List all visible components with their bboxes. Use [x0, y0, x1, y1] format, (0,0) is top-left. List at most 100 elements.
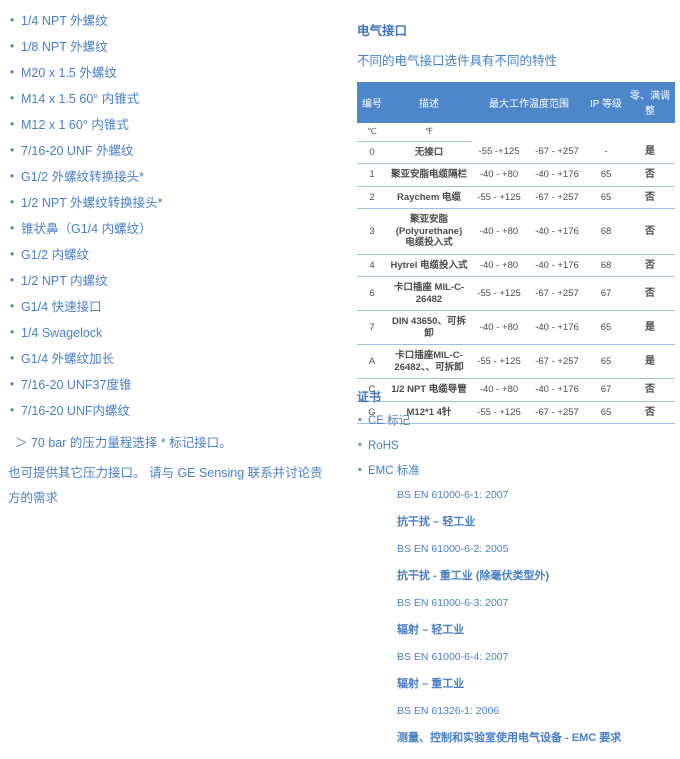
electrical-spec-table: 编号 描述 最大工作温度范围 IP 等级 零、满调整 ℃ ℉ 0 无接口 -55 -… — [357, 82, 675, 424]
th-desc: 描述 — [387, 82, 471, 123]
cell-ip: 68 — [587, 208, 625, 255]
emc-standards-list: BS EN 61000-6-1: 2007 抗干扰 – 轻工业 BS EN 6100… — [357, 489, 675, 745]
table-row: 4 Hytrel 电缆投入式 -40 - +80 -40 - +176 68 否 — [357, 254, 675, 277]
certificate-item: CE 标记 — [357, 413, 675, 428]
pressure-ports-column: 1/4 NPT 外螺纹 1/8 NPT 外螺纹 M20 x 1.5 外螺纹 M14 x… — [8, 13, 338, 511]
cell-temp-f: -67 - +257 — [527, 186, 587, 209]
standard-code: BS EN 61000-6-4: 2007 — [397, 651, 509, 663]
cell-desc: DIN 43650、可拆卸 — [387, 310, 471, 345]
standard-description: 抗干扰 - 重工业 (除毫伏类型外) — [397, 570, 550, 582]
table-row: C 1/2 NPT 电缆导管 -40 - +80 -40 - +176 67 否 — [357, 378, 675, 402]
cell-temp-c: -40 - +80 — [471, 163, 527, 187]
pressure-port-item: 1/4 Swagelock — [8, 325, 338, 341]
pressure-port-item: M14 x 1.5 60° 内锥式 — [8, 91, 338, 107]
cell-temp-c: -55 - +125 — [471, 276, 527, 311]
cell-ip: 65 — [587, 310, 625, 345]
standard-description: 辐射 – 轻工业 — [397, 624, 465, 636]
certificates-list: CE 标记 RoHS EMC 标准 — [357, 413, 675, 478]
certificates-section: 证书 CE 标记 RoHS EMC 标准 BS EN 61000-6-1: 2007… — [357, 388, 675, 759]
cell-temp-f: -40 - +176 — [527, 378, 587, 402]
pressure-port-item: G1/2 外螺纹转换接头* — [8, 169, 338, 185]
standard-description: 辐射 – 重工业 — [397, 678, 465, 690]
certificate-item: EMC 标准 — [357, 463, 675, 478]
table-body: 0 无接口 -55 -+125 -67 - +257- 是 1 聚亚安脂电缆隔栏 -40 - … — [357, 141, 675, 424]
cell-desc: Raychem 电缆 — [387, 186, 471, 209]
pressure-port-item: 锥状鼻（G1/4 内螺纹） — [8, 221, 338, 237]
table-row: 1 聚亚安脂电缆隔栏 -40 - +80 -40 - +176 65 否 — [357, 163, 675, 187]
cell-desc: 无接口 — [387, 141, 471, 164]
certificates-title: 证书 — [357, 390, 382, 404]
cell-id: 6 — [357, 276, 387, 311]
standard-code: BS EN 61000-6-2: 2005 — [397, 543, 509, 555]
table-row: 2 Raychem 电缆 -55 - +125 -67 - +257 65 否 — [357, 186, 675, 209]
table-header: 编号 描述 最大工作温度范围 IP 等级 零、满调整 — [357, 82, 675, 123]
cell-zerospan: 否 — [625, 208, 675, 255]
cell-temp-c: -40 - +80 — [471, 310, 527, 345]
cell-temp-f: -67 - +257 — [527, 141, 587, 164]
cell-desc: 卡口插座 MIL-C-26482 — [387, 276, 471, 311]
table-row: 7 DIN 43650、可拆卸 -40 - +80 -40 - +176 65 是 — [357, 310, 675, 345]
pressure-port-item: 7/16-20 UNF 外螺纹 — [8, 143, 338, 159]
cell-ip: 67 — [587, 276, 625, 311]
cell-zerospan: 是 — [625, 310, 675, 345]
cell-zerospan: 否 — [625, 378, 675, 402]
cell-temp-c: -55 - +125 — [471, 344, 527, 379]
table-row: 6 卡口插座 MIL-C-26482 -55 - +125 -67 - +257 67 否 — [357, 276, 675, 311]
cell-temp-f: -40 - +176 — [527, 254, 587, 277]
pressure-port-item: 1/4 NPT 外螺纹 — [8, 13, 338, 29]
unit-celsius: ℃ — [357, 123, 387, 142]
pressure-port-item: G1/4 快速接口 — [8, 299, 338, 315]
pressure-port-item: M12 x 1 60° 内锥式 — [8, 117, 338, 133]
cell-id: 4 — [357, 254, 387, 277]
section-title-electrical: 电气接口 — [357, 24, 408, 38]
table-header-row: 编号 描述 最大工作温度范围 IP 等级 零、满调整 — [357, 82, 675, 123]
cell-id: 1 — [357, 163, 387, 187]
certificate-item: RoHS — [357, 438, 675, 453]
cell-id: 0 — [357, 141, 387, 164]
cell-temp-c: -55 -+125 — [471, 141, 527, 164]
standard-code: BS EN 61000-6-1: 2007 — [397, 489, 509, 501]
unit-fahrenheit: ℉ — [387, 123, 471, 142]
cell-temp-c: -40 - +80 — [471, 208, 527, 255]
cell-temp-f: -40 - +176 — [527, 208, 587, 255]
th-ip: IP 等级 — [587, 82, 625, 123]
cell-desc: 1/2 NPT 电缆导管 — [387, 378, 471, 402]
cell-temp-c: -40 - +80 — [471, 254, 527, 277]
th-zerospan: 零、满调整 — [625, 82, 675, 123]
pressure-port-item: M20 x 1.5 外螺纹 — [8, 65, 338, 81]
section-subtitle-electrical: 不同的电气接口选件具有不同的特性 — [357, 54, 558, 68]
cell-ip: 65 — [587, 163, 625, 187]
table-units-row: ℃ ℉ — [357, 123, 675, 142]
cell-id: 3 — [357, 208, 387, 255]
cell-zerospan: 是 — [625, 141, 675, 164]
cell-id: C — [357, 378, 387, 402]
pressure-port-item: 7/16-20 UNF37度锥 — [8, 377, 338, 393]
pressure-note-paragraph: 也可提供其它压力接口。 请与 GE Sensing 联系并讨论贵方的需求 — [8, 466, 323, 505]
table-row: 3 聚亚安脂 (Polyurethane) 电缆投入式 -40 - +80 -40 - +… — [357, 208, 675, 255]
cell-ip: 68 — [587, 254, 625, 277]
cell-ip: 65 — [587, 344, 625, 379]
cell-zerospan: 否 — [625, 276, 675, 311]
standard-description: 抗干扰 – 轻工业 — [397, 516, 476, 528]
table-row: A 卡口插座MIL-C-26482、、可拆卸 -55 - +125 -67 - +25… — [357, 344, 675, 379]
table-units-body: ℃ ℉ — [357, 123, 675, 142]
cell-temp-c: -55 - +125 — [471, 186, 527, 209]
table-row: 0 无接口 -55 -+125 -67 - +257- 是 — [357, 141, 675, 164]
electrical-connection-column: 电气接口 不同的电气接口选件具有不同的特性 编号 描述 最大工作温度范围 IP … — [357, 20, 675, 424]
pressure-port-item: 7/16-20 UNF内螺纹 — [8, 403, 338, 419]
pressure-port-item: 1/8 NPT 外螺纹 — [8, 39, 338, 55]
cell-temp-c: -40 - +80 — [471, 378, 527, 402]
th-temp: 最大工作温度范围 — [471, 82, 587, 123]
pressure-port-item: 1/2 NPT 外螺纹转换接头* — [8, 195, 338, 211]
cell-desc: 聚亚安脂电缆隔栏 — [387, 163, 471, 187]
pressure-port-item: G1/2 内螺纹 — [8, 247, 338, 263]
cell-desc: 聚亚安脂 (Polyurethane) 电缆投入式 — [387, 208, 471, 255]
cell-zerospan: 否 — [625, 163, 675, 187]
cell-desc: Hytrel 电缆投入式 — [387, 254, 471, 277]
pressure-note-line: ＞ 70 bar 的压力量程选择 * 标记接口。 — [15, 436, 232, 450]
cell-id: 7 — [357, 310, 387, 345]
cell-temp-f: -40 - +176 — [527, 163, 587, 187]
standard-code: BS EN 61000-6-3: 2007 — [397, 597, 509, 609]
standard-code: BS EN 61326-1: 2006 — [397, 705, 500, 717]
cell-temp-f: -67 - +257 — [527, 344, 587, 379]
